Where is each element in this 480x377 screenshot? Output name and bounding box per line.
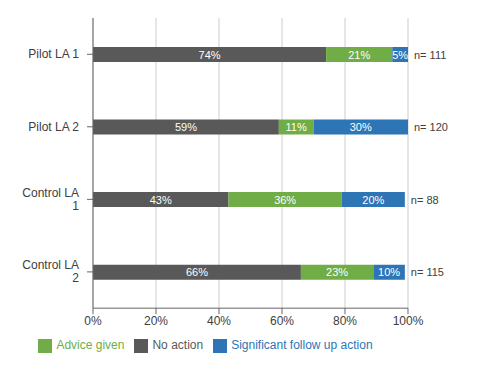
svg-text:10%: 10% [378,266,400,278]
svg-text:n= 115: n= 115 [411,266,444,278]
svg-text:36%: 36% [274,194,296,206]
svg-text:59%: 59% [175,121,197,133]
svg-text:30%: 30% [350,121,372,133]
svg-text:n= 88: n= 88 [411,194,439,206]
svg-text:Pilot LA 2: Pilot LA 2 [28,120,79,134]
svg-text:11%: 11% [286,121,307,133]
svg-text:80%: 80% [333,314,357,328]
svg-text:20%: 20% [362,194,384,206]
svg-text:n= 111: n= 111 [414,49,446,61]
html-text:Advice given: Advice given [56,338,125,353]
svg-text:74%: 74% [199,49,221,61]
svg-text:40%: 40% [207,314,231,328]
svg-text:66%: 66% [186,266,208,278]
html-text:Significant follow up action: Significant follow up action [231,338,373,353]
svg-text:100%: 100% [393,314,424,328]
html-text:No action: No action [152,338,204,353]
svg-text:23%: 23% [326,266,348,278]
svg-text:60%: 60% [270,314,294,328]
svg-text:5%: 5% [392,49,408,61]
svg-text:43%: 43% [150,194,172,206]
svg-text:21%: 21% [348,49,370,61]
svg-text:Control LA1: Control LA1 [22,186,79,213]
svg-text:20%: 20% [144,314,168,328]
svg-text:Pilot LA 1: Pilot LA 1 [28,47,79,61]
svg-text:Control LA2: Control LA2 [22,258,79,285]
svg-text:n= 120: n= 120 [414,121,448,133]
svg-text:0%: 0% [84,314,102,328]
